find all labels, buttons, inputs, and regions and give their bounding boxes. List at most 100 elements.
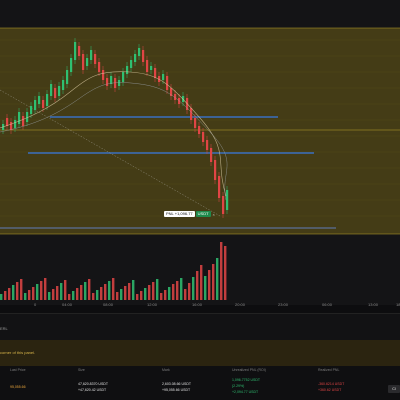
volume-bar [88,279,91,300]
volume-bar [216,258,219,300]
candle-body [78,46,81,56]
volume-bar [220,242,223,300]
time-tick: 0 [34,302,37,307]
volume-bar [192,277,195,300]
time-tick: 08:00 [103,302,114,307]
candle-body [6,118,9,126]
time-tick: 12:00 [147,302,158,307]
moving-average-2 [0,82,228,201]
size-sub-value: +47,620.42 USDT [78,388,107,392]
candle-body [194,118,197,128]
volume-bar [28,290,31,300]
candle-body [34,100,37,110]
candle-body [174,94,177,100]
volume-bar [96,290,99,300]
candle-body [222,196,225,214]
mark-sub-value: +95,055.66 USDT [162,388,191,392]
col-realized-pnl: Realized PNL [318,368,340,372]
candle-body [154,68,157,78]
price-chart[interactable] [0,0,400,305]
unrealized-pnl-roi: (2.29%) [232,384,245,388]
candle-body [106,78,109,86]
candle-body [182,96,185,102]
volume-bar [76,288,79,300]
volume-bar [136,294,139,300]
col-last-price: Last Price [10,368,26,372]
volume-bar [12,285,15,300]
candle-body [98,62,101,72]
candle-body [110,76,113,84]
volume-bar [44,278,47,300]
pnl-currency-button[interactable]: USDT [195,211,211,217]
volume-bar [16,282,19,300]
candle-body [170,88,173,96]
volume-bar [212,264,215,300]
candle-body [130,60,133,68]
volume-bar [188,283,191,300]
time-tick: 23:00 [278,302,289,307]
notice-text: corner of this panel. [0,350,36,355]
close-all-button[interactable]: Cl [388,385,400,393]
volume-bar [200,265,203,300]
volume-bar [140,291,143,300]
candle-body [210,148,213,162]
realized-pnl-value: -360.6214 USDT [318,382,345,386]
col-mark: Mark [162,368,170,372]
candle-body [18,112,21,124]
candle-body [46,94,49,106]
volume-bar [92,293,95,300]
volume-bar [224,246,227,300]
volume-bar [148,285,151,300]
volume-bar [184,289,187,300]
candle-body [30,106,33,114]
volume-bar [196,271,199,300]
candle-body [86,58,89,66]
candle-body [42,100,45,108]
candle-body [74,42,77,60]
time-tick: 13:00 [368,302,379,307]
candle-body [62,80,65,90]
volume-bar [8,288,11,300]
volume-bar [52,289,55,300]
candle-body [202,132,205,142]
candle-body [82,54,85,70]
candle-body [70,58,73,72]
volume-bar [68,294,71,300]
chart-area[interactable]: PNL +1,096.77 USDT × 0 04:00 08:00 12:00 16:… [0,0,400,307]
col-unrealized-pnl: Unrealized PNL (ROI) [232,368,266,372]
moving-average-1 [0,71,227,197]
candle-body [66,70,69,84]
close-position-icon[interactable]: × [212,211,215,217]
volume-bar [56,286,59,300]
volume-bar [172,284,175,300]
candle-body [54,88,57,98]
candle-body [50,84,53,96]
volume-bar [84,282,87,300]
volume-bar [124,286,127,300]
volume-bar [164,290,167,300]
volume-bar [152,282,155,300]
time-tick: 20:00 [235,302,246,307]
candle-body [226,190,229,210]
candle-body [146,60,149,72]
candle-body [198,126,201,134]
candle-body [218,176,221,198]
candle-body [102,70,105,80]
volume-bar [128,283,131,300]
volume-bar [100,287,103,300]
pnl-tag[interactable]: PNL +1,096.77 USDT × [164,211,215,217]
positions-panel-header: ERL [0,313,400,341]
candle-body [190,108,193,120]
volume-bar [168,287,171,300]
volume-bar [36,284,39,300]
candle-body [26,112,29,122]
mark-value: 2,603.08.66 USDT [162,382,191,386]
candle-body [58,86,61,96]
col-size: Size [78,368,85,372]
volume-bar [60,283,63,300]
volume-bar [104,284,107,300]
candle-body [14,120,17,128]
candle-body [118,80,121,86]
size-value: 47,620.8370 USDT [78,382,108,386]
candle-body [94,54,97,64]
